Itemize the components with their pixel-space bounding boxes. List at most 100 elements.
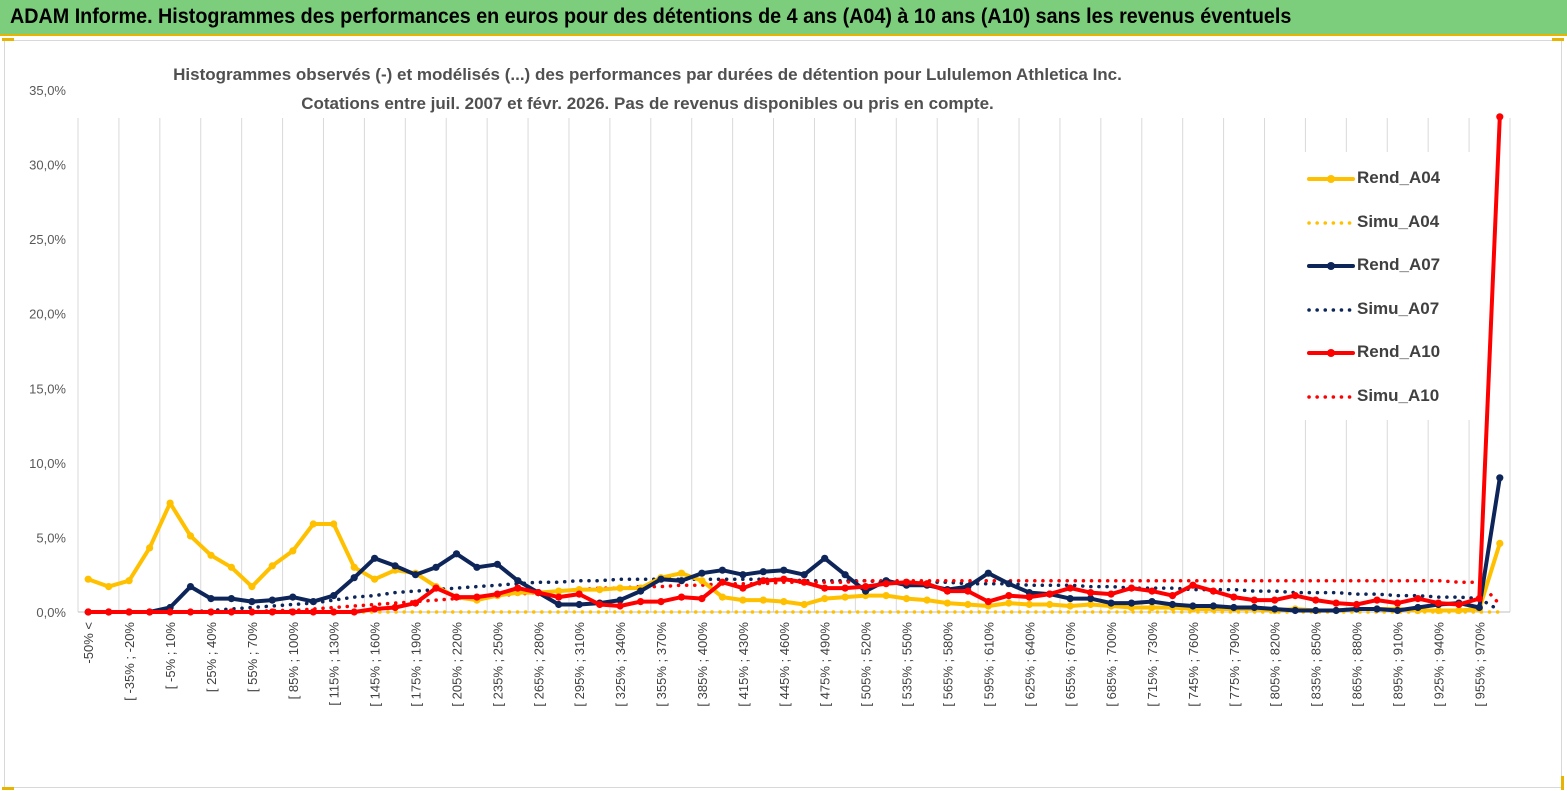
x-tick-label: [ 775% ; 790% [1227,622,1242,707]
x-tick-label: [ 715% ; 730% [1145,622,1160,707]
legend-item-rend_a04: Rend_A04 [1295,164,1480,194]
data-point-rend_a07 [759,568,767,576]
data-point-rend_a10 [943,587,952,595]
data-point-rend_a07 [1414,603,1422,612]
data-point-rend_a04 [1148,603,1156,612]
data-point-rend_a10 [923,580,931,588]
frame-corner [2,787,14,790]
data-point-rend_a07 [186,583,195,591]
y-axis: 0,0% 5,0% 10,0% 15,0% 20,0% 25,0% 30,0% 35,0% [29,83,66,620]
data-point-rend_a07 [248,598,256,606]
data-point-rend_a10 [1393,599,1402,607]
data-point-rend_a07 [371,554,379,562]
data-point-rend_a10 [862,583,870,591]
data-point-rend_a07 [984,569,992,577]
frame-corner [1552,38,1564,41]
y-tick-label: 15,0% [29,381,66,396]
y-tick-label: 5,0% [36,530,66,545]
data-point-rend_a10 [759,577,767,585]
legend-item-simu_a10: Simu_A10 [1295,382,1480,412]
x-tick-label: [ 685% ; 700% [1104,622,1119,707]
data-point-rend_a04 [677,569,686,577]
data-point-rend_a07 [1250,603,1258,612]
data-point-rend_a04 [943,599,952,607]
chart-title-line2: Cotations entre juil. 2007 et févr. 2026… [280,94,1015,114]
data-point-rend_a07 [391,562,399,570]
data-point-rend_a10 [146,608,154,616]
x-tick-label: [ 655% ; 670% [1063,622,1078,707]
x-tick-label: [ 565% ; 580% [940,622,955,707]
x-tick-label: [ 235% ; 250% [490,622,505,707]
data-point-rend_a04 [186,532,195,540]
data-point-rend_a10 [882,580,890,588]
data-point-rend_a10 [1107,590,1115,598]
data-point-rend_a10 [1127,584,1136,592]
data-point-rend_a07 [1332,606,1340,615]
data-point-rend_a10 [534,589,542,597]
data-point-rend_a10 [1189,581,1197,589]
data-point-rend_a07 [473,563,481,571]
x-tick-label: [ 355% ; 370% [654,622,669,707]
data-point-rend_a07 [780,566,788,574]
chart-frame [2,38,1564,790]
data-point-rend_a10 [1271,596,1279,604]
data-point-rend_a10 [964,587,972,595]
data-point-rend_a07 [207,595,215,603]
data-point-rend_a04 [268,562,276,570]
data-point-rend_a04 [330,520,338,528]
legend-swatch [1307,262,1355,270]
data-point-rend_a10 [1496,113,1504,121]
data-point-rend_a10 [555,593,563,601]
data-point-rend_a04 [350,563,358,571]
data-point-rend_a07 [575,600,583,609]
data-point-rend_a07 [432,563,440,571]
data-point-rend_a10 [125,608,133,616]
data-point-rend_a04 [371,575,379,583]
x-tick-label: [ 865% ; 880% [1350,622,1365,707]
x-tick-label: [ 595% ; 610% [981,622,996,707]
data-point-rend_a04 [1455,606,1463,615]
x-tick-label: [ 55% ; 70% [245,622,260,693]
series-group [84,113,1504,616]
data-point-rend_a07 [268,596,276,604]
data-point-rend_a07 [1148,598,1156,606]
data-point-rend_a04 [105,583,113,591]
data-point-rend_a07 [698,569,706,577]
data-point-rend_a07 [821,554,829,562]
x-tick-label: [ 115% ; 130% [327,622,342,706]
data-point-rend_a07 [350,574,358,582]
data-point-rend_a10 [1434,599,1442,607]
data-point-rend_a10 [1475,595,1483,603]
data-point-rend_a10 [1209,587,1217,595]
x-tick-label: [ 745% ; 760% [1186,622,1201,707]
data-point-rend_a10 [350,608,358,616]
data-point-rend_a07 [1475,603,1483,612]
data-point-rend_a04 [902,595,911,603]
legend-label: Rend_A04 [1357,168,1441,187]
x-tick-label: [ 265% ; 280% [531,622,546,707]
data-point-rend_a04 [1434,606,1442,615]
y-tick-label: 25,0% [29,232,66,247]
data-point-rend_a10 [411,599,420,607]
data-point-rend_a04 [739,596,747,604]
data-point-rend_a10 [248,608,256,616]
data-point-rend_a04 [1025,600,1033,609]
data-point-rend_a10 [841,584,849,592]
data-point-rend_a04 [800,600,808,609]
data-point-rend_a10 [330,608,338,616]
data-point-rend_a10 [452,593,461,601]
data-point-rend_a10 [800,578,808,586]
y-tick-label: 0,0% [36,605,66,620]
frame-corner [1561,776,1564,790]
data-point-rend_a04 [596,586,604,594]
data-point-rend_a04 [1496,539,1504,548]
data-point-rend_a04 [146,544,154,552]
data-point-rend_a04 [1066,602,1074,610]
series-line-simu_a10 [86,578,1502,614]
data-point-rend_a07 [330,592,338,600]
legend-swatch-marker [1327,175,1335,183]
data-point-rend_a10 [1291,592,1299,600]
data-point-rend_a07 [739,571,747,579]
data-point-rend_a10 [1312,596,1320,604]
legend: Rend_A04 Simu_A04 Rend_A07 Simu_A07 Rend_A10… [1295,152,1480,420]
